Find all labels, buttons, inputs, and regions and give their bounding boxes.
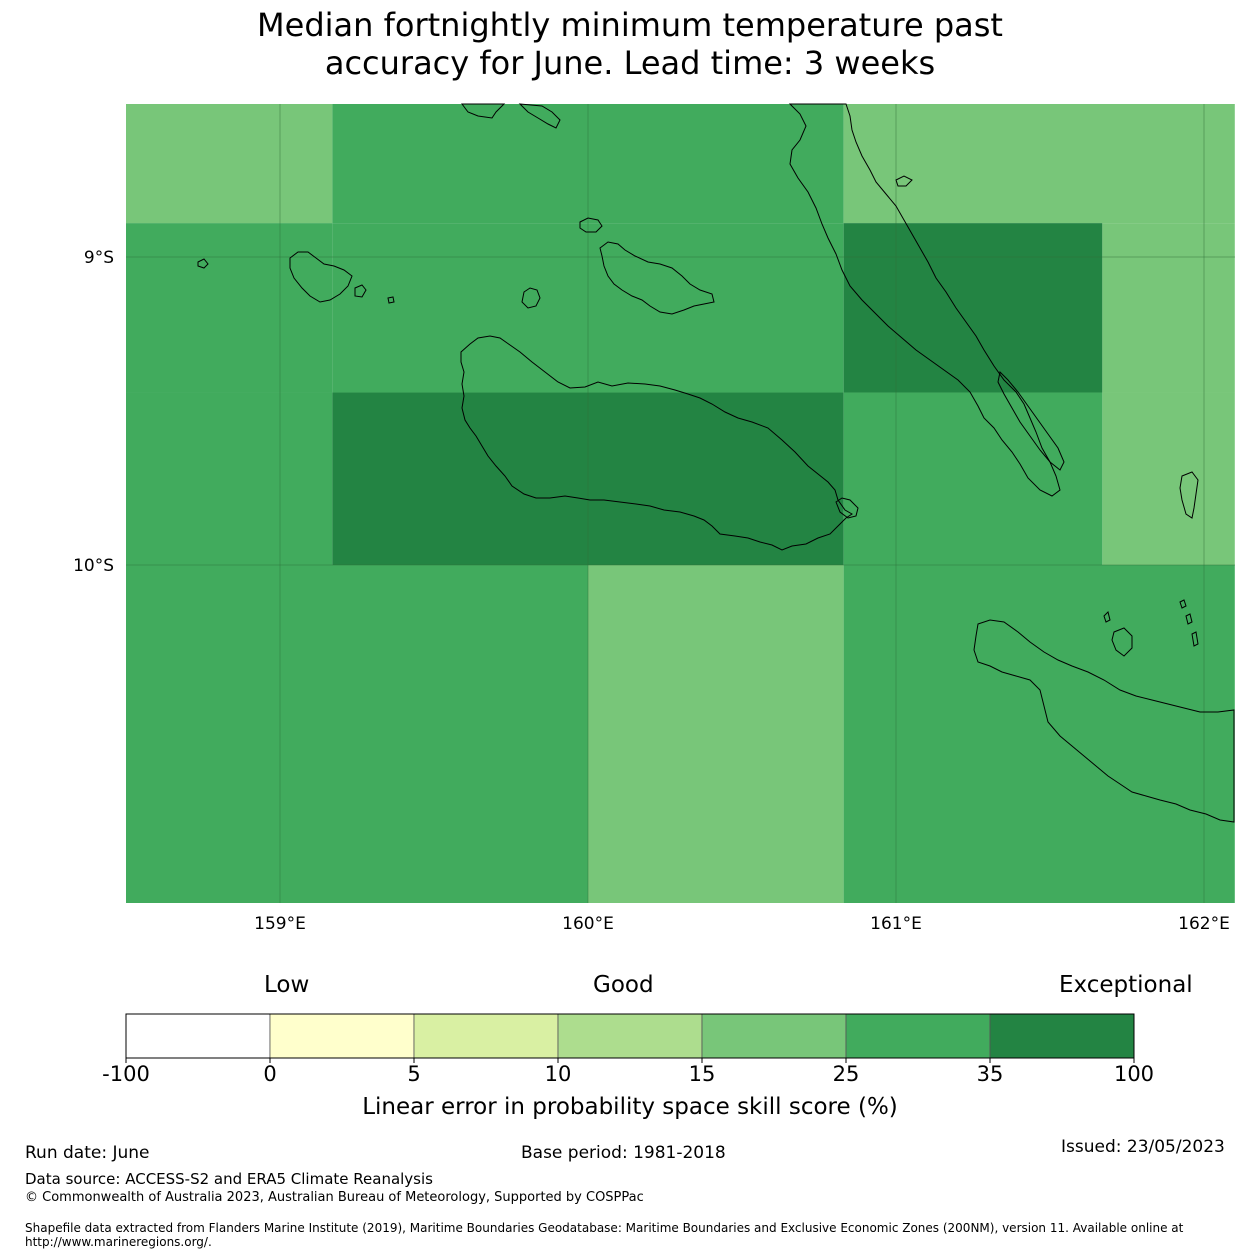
run-date: Run date: June: [25, 1143, 150, 1163]
colorbar-frame: [125, 1013, 1135, 1059]
longitude-labels: 159°E 160°E 161°E 162°E: [254, 914, 1230, 934]
shapefile-citation: Shapefile data extracted from Flanders M…: [25, 1221, 1183, 1249]
lon-label-3: 162°E: [1178, 914, 1230, 934]
colorbar-bin-1: [269, 1013, 415, 1059]
colorbar-tick-label-3: 10: [545, 1062, 572, 1086]
colorbar-tick-label-2: 5: [407, 1062, 420, 1086]
latitude-labels: 9°S 10°S: [73, 248, 114, 576]
colorbar-tick-label-0: -100: [102, 1062, 150, 1086]
grid-cell-7: [126, 392, 333, 565]
colorbar-tick-label-6: 35: [977, 1062, 1004, 1086]
coastline-florida-islands: [599, 241, 715, 315]
coastline-russell-islands: [289, 251, 353, 303]
coastlines: [197, 103, 1235, 823]
colorbar-tick-label-4: 15: [689, 1062, 716, 1086]
grid-cell-5: [843, 223, 1103, 393]
grid-cell-0: [126, 104, 333, 224]
coastline-ngella-north: [895, 175, 913, 187]
legend-category-low: Low: [264, 972, 310, 998]
colorbar-bins: [125, 1013, 1135, 1059]
lon-label-2: 161°E: [870, 914, 922, 934]
issued-date: Issued: 23/05/2023: [1061, 1137, 1225, 1157]
colorbar-tick-label-5: 25: [833, 1062, 860, 1086]
chart-title: Median fortnightly minimum temperature p…: [0, 6, 1260, 82]
colorbar-bin-4: [701, 1013, 847, 1059]
coastline-russell-islet-3: [387, 296, 395, 304]
coastline-small-makira-1: [1111, 627, 1133, 657]
grid-cell-4: [332, 223, 844, 393]
coastline-north-islet-2: [518, 103, 561, 129]
colorbar-bin-6: [989, 1013, 1135, 1059]
coastline-north-islet-1: [461, 103, 506, 119]
lon-label-0: 159°E: [254, 914, 306, 934]
colorbar-bin-0: [125, 1013, 271, 1059]
coastline-malaita: [788, 103, 1061, 497]
shapefile-citation-line-1: Shapefile data extracted from Flanders M…: [25, 1221, 1184, 1235]
skill-grid-cells: [126, 104, 1235, 903]
coastline-small-makira-5: [1191, 631, 1199, 647]
colorbar: -100 0 5 10 15 25 35 100 Linear error in probab…: [102, 1013, 1154, 1120]
graticule: [126, 104, 1235, 903]
skill-map: 9°S 10°S 159°E 160°E 161°E 162°E: [73, 103, 1235, 934]
coastline-makira: [973, 619, 1235, 823]
grid-cell-6: [1102, 223, 1235, 393]
grid-cell-9: [843, 392, 1103, 565]
coastline-small-malaita: [997, 370, 1065, 471]
coastline-small-islet-1: [579, 217, 603, 233]
coastline-east-islet: [835, 497, 859, 519]
lon-label-1: 160°E: [562, 914, 614, 934]
legend-category-exceptional: Exceptional: [1059, 972, 1193, 998]
colorbar-bin-3: [557, 1013, 703, 1059]
grid-cell-2: [843, 104, 1235, 224]
legend-category-good: Good: [593, 972, 654, 998]
coastline-small-makira-3: [1179, 599, 1187, 609]
coastline-small-makira-2: [1103, 611, 1111, 623]
copyright: © Commonwealth of Australia 2023, Austra…: [25, 1190, 644, 1205]
coastline-russell-islet-2: [197, 258, 209, 269]
grid-cell-12: [588, 565, 844, 903]
colorbar-bin-5: [845, 1013, 991, 1059]
lat-label-0: 9°S: [84, 248, 114, 268]
coastline-russell-islet-1: [354, 284, 367, 298]
colorbar-ticks: -100 0 5 10 15 25 35 100: [102, 1058, 1154, 1086]
grid-cell-8: [332, 392, 844, 565]
colorbar-label: Linear error in probability space skill …: [362, 1094, 898, 1120]
grid-cell-11: [126, 565, 588, 903]
grid-cell-10: [1102, 392, 1235, 565]
coastline-savo: [521, 287, 541, 309]
title-line-1: Median fortnightly minimum temperature p…: [257, 6, 1003, 44]
coastline-ulawa: [1179, 471, 1199, 519]
base-period: Base period: 1981-2018: [521, 1143, 726, 1163]
coastline-small-makira-4: [1185, 613, 1193, 625]
colorbar-bin-2: [413, 1013, 559, 1059]
grid-cell-13: [843, 565, 1235, 903]
lat-label-1: 10°S: [73, 556, 114, 576]
data-source: Data source: ACCESS-S2 and ERA5 Climate …: [25, 1170, 433, 1188]
colorbar-tick-label-7: 100: [1114, 1062, 1154, 1086]
title-line-2: accuracy for June. Lead time: 3 weeks: [324, 44, 936, 82]
colorbar-tick-label-1: 0: [263, 1062, 276, 1086]
grid-cell-1: [332, 104, 844, 224]
shapefile-citation-line-2: http://www.marineregions.org/.: [25, 1235, 212, 1249]
coastline-guadalcanal: [460, 335, 853, 551]
grid-cell-3: [126, 223, 333, 393]
